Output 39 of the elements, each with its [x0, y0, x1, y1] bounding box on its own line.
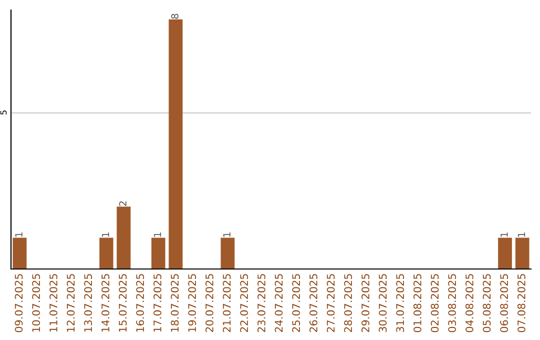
x-tick-label: 26.07.2025: [309, 274, 318, 332]
data-label: 1: [500, 232, 508, 237]
x-tick-label: 13.07.2025: [84, 274, 92, 332]
data-label: 1: [518, 232, 526, 237]
x-tick-label: 22.07.2025: [240, 274, 248, 332]
data-label: 1: [154, 232, 162, 237]
x-tick-label: 30.07.2025: [378, 274, 387, 332]
x-tick-label: 06.08.2025: [500, 274, 508, 332]
x-tick-label: 19.07.2025: [188, 274, 196, 332]
x-tick-label: 09.07.2025: [14, 274, 23, 332]
x-tick-label: 01.08.2025: [413, 274, 422, 332]
x-tick-label: 02.08.2025: [430, 274, 439, 332]
x-tick-label: 31.07.2025: [396, 274, 404, 332]
x-tick-label: 07.08.2025: [517, 274, 526, 332]
x-tick-label: 20.07.2025: [205, 274, 214, 332]
x-tick-label: 25.07.2025: [292, 274, 300, 332]
y-tick-label: 5: [0, 110, 7, 114]
x-tick-label: 17.07.2025: [153, 274, 162, 332]
data-label: 2: [119, 201, 126, 206]
x-tick-label: 21.07.2025: [222, 274, 231, 332]
x-tick-label: 15.07.2025: [118, 274, 127, 332]
x-tick-label: 29.07.2025: [361, 274, 370, 332]
x-tick-label: 27.07.2025: [326, 274, 335, 332]
data-label: 1: [223, 232, 230, 237]
x-tick-label: 03.08.2025: [448, 274, 456, 332]
x-tick-label: 18.07.2025: [170, 274, 179, 332]
data-label: 1: [102, 232, 110, 237]
x-tick-label: 23.07.2025: [257, 274, 266, 332]
x-tick-label: 04.08.2025: [465, 274, 474, 332]
x-tick-label: 12.07.2025: [66, 274, 75, 332]
x-tick-label: 28.07.2025: [344, 274, 352, 332]
x-tick-label: 10.07.2025: [32, 274, 40, 332]
data-label: 1: [15, 232, 22, 237]
x-tick-label: 14.07.2025: [101, 274, 110, 332]
data-label: 8: [171, 14, 178, 19]
x-tick-label: 24.07.2025: [274, 274, 283, 332]
x-tick-label: 11.07.2025: [49, 274, 58, 332]
x-tick-label: 05.08.2025: [482, 274, 491, 332]
x-tick-label: 16.07.2025: [136, 274, 144, 332]
